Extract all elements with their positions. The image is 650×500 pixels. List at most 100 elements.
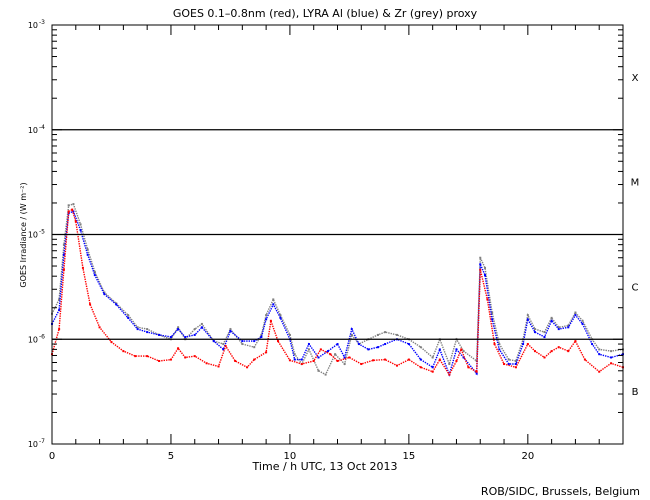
data-point [484, 274, 487, 277]
data-point [169, 358, 172, 361]
data-point [574, 314, 577, 317]
data-point [72, 203, 75, 206]
data-point [300, 363, 303, 366]
data-point [312, 359, 315, 362]
y-tick-exponent: -7 [39, 438, 45, 445]
data-point [598, 353, 601, 356]
data-point [79, 229, 82, 232]
data-point [89, 303, 92, 306]
y-tick-exponent: -5 [39, 229, 45, 236]
data-point [395, 333, 398, 336]
data-point [419, 346, 422, 349]
data-point [567, 324, 570, 327]
series-layer [51, 203, 624, 377]
data-point [550, 316, 553, 319]
data-point [357, 343, 360, 346]
data-point [279, 316, 282, 319]
data-point [158, 333, 161, 336]
data-point [448, 363, 451, 366]
series-lyra-al-proxy [51, 210, 624, 377]
data-point [193, 355, 196, 358]
data-point [438, 348, 441, 351]
data-point [253, 340, 256, 343]
data-point [277, 340, 280, 343]
series-goes-0-1-0-8nm [51, 208, 624, 376]
y-tick-label: 10 [28, 126, 38, 135]
data-point [567, 350, 570, 353]
data-point [591, 343, 594, 346]
data-point [71, 208, 74, 211]
data-point [200, 326, 203, 329]
data-point [407, 358, 410, 361]
data-point [550, 350, 553, 353]
data-point [127, 314, 130, 317]
data-point [526, 314, 529, 317]
data-point [86, 248, 89, 251]
data-point [343, 363, 346, 366]
data-point [367, 348, 370, 351]
data-point [336, 343, 339, 346]
data-point [307, 348, 310, 351]
data-point [583, 358, 586, 361]
data-point [479, 256, 482, 259]
flare-class-label: M [631, 178, 640, 189]
data-point [484, 266, 487, 269]
y-tick-exponent: -6 [39, 333, 45, 340]
data-point [72, 210, 75, 213]
data-point [272, 303, 275, 306]
data-point [253, 346, 256, 349]
data-point [241, 340, 244, 343]
data-point [431, 366, 434, 369]
data-point [503, 363, 506, 366]
data-point [598, 370, 601, 373]
data-point [522, 343, 525, 346]
data-point [384, 343, 387, 346]
data-point [557, 346, 560, 349]
data-point [329, 353, 332, 356]
data-point [279, 314, 282, 317]
data-point [431, 370, 434, 373]
data-point [533, 350, 536, 353]
data-point [269, 319, 272, 322]
series-line [51, 208, 624, 376]
data-point [222, 343, 225, 346]
data-point [272, 298, 275, 301]
data-point [336, 359, 339, 362]
data-point [507, 363, 510, 366]
data-point [376, 346, 379, 349]
data-point [324, 373, 327, 376]
x-tick-label: 20 [521, 451, 534, 462]
data-point [136, 326, 139, 329]
data-point [234, 359, 237, 362]
data-point [491, 318, 494, 321]
data-point [224, 345, 227, 348]
data-point [265, 314, 268, 317]
data-point [205, 362, 208, 365]
series-line [51, 203, 624, 376]
footer-credit: ROB/SIDC, Brussels, Belgium [481, 485, 640, 498]
data-point [134, 355, 137, 358]
data-point [246, 366, 249, 369]
data-point [610, 350, 613, 353]
data-point [110, 341, 113, 344]
data-point [62, 268, 65, 271]
data-point [177, 326, 180, 329]
data-point [115, 303, 118, 306]
data-point [557, 326, 560, 329]
data-point [146, 328, 149, 331]
data-point [526, 318, 529, 321]
data-point [58, 309, 61, 312]
data-point [475, 372, 478, 375]
data-point [217, 365, 220, 368]
y-tick-exponent: -4 [39, 124, 45, 131]
data-point [395, 364, 398, 367]
data-point [543, 336, 546, 339]
data-point [514, 366, 517, 369]
data-point [222, 348, 225, 351]
data-point [212, 340, 215, 343]
x-tick-label: 15 [403, 451, 416, 462]
y-tick-label: 10 [28, 440, 38, 449]
data-point [498, 343, 501, 346]
